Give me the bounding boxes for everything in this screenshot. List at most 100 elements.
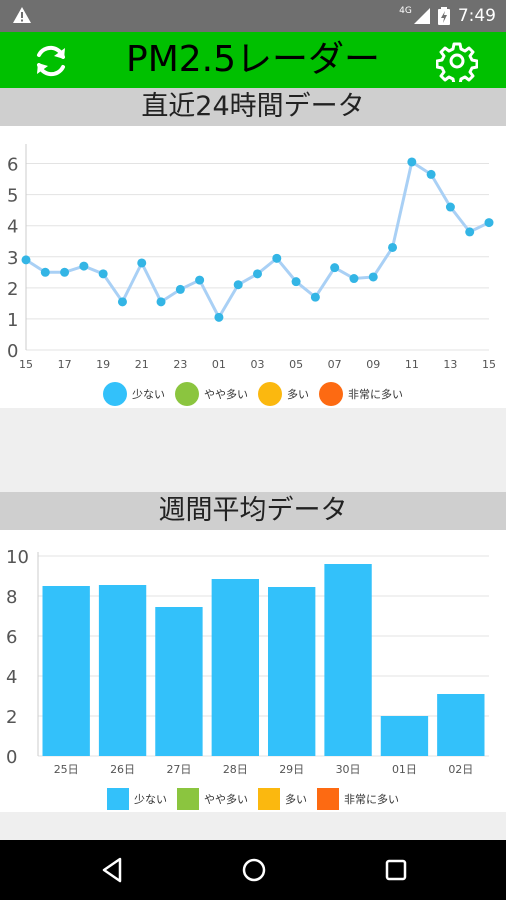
home-icon[interactable] <box>241 856 267 884</box>
weekly-bar-chart: 0 2 4 6 8 10 25日 26日 27日 28日 29日 30日 01日 02日 <box>6 547 489 776</box>
legend-swatch <box>175 382 199 406</box>
bar <box>155 607 203 756</box>
legend-item: 少ない <box>103 382 165 406</box>
legend-swatch <box>317 788 339 810</box>
back-icon[interactable] <box>100 856 124 884</box>
x-tick-label: 27日 <box>166 763 191 776</box>
y-tick-label: 0 <box>6 747 17 768</box>
bar <box>380 716 429 756</box>
data-point <box>310 292 320 302</box>
legend-label: 非常に多い <box>344 793 399 806</box>
bar <box>268 587 316 756</box>
legend-swatch <box>258 382 282 406</box>
x-tick-label: 15 <box>19 358 33 371</box>
x-tick-label: 21 <box>135 358 149 371</box>
warning-icon <box>13 7 31 23</box>
data-point <box>60 267 70 277</box>
battery-icon <box>437 7 450 25</box>
x-tick-label: 29日 <box>279 763 304 776</box>
x-tick-label: 28日 <box>223 763 248 776</box>
x-tick-label: 11 <box>405 358 419 371</box>
x-tick-label: 19 <box>96 358 110 371</box>
y-tick-label: 6 <box>6 627 17 648</box>
legend-item: 多い <box>258 382 309 406</box>
data-point <box>388 242 398 252</box>
x-tick-label: 26日 <box>110 763 135 776</box>
x-tick-label: 05 <box>289 358 303 371</box>
legend-swatch <box>177 788 199 810</box>
data-point <box>137 258 147 268</box>
y-tick-label: 0 <box>7 341 18 362</box>
bar <box>324 564 372 756</box>
gear-icon[interactable] <box>436 40 478 82</box>
bar <box>437 694 485 756</box>
legend-item: 多い <box>258 788 307 810</box>
x-tick-label: 02日 <box>448 763 473 776</box>
legend-label: 少ない <box>134 793 167 806</box>
data-point <box>117 297 127 307</box>
y-tick-label: 2 <box>6 707 17 728</box>
data-point <box>98 269 108 279</box>
bar <box>42 586 90 756</box>
y-tick-label: 4 <box>6 667 17 688</box>
data-point <box>214 312 224 322</box>
legend-label: 少ない <box>132 388 165 401</box>
data-point <box>40 267 50 277</box>
signal-icon <box>413 8 430 24</box>
x-tick-label: 17 <box>58 358 72 371</box>
x-tick-label: 03 <box>251 358 265 371</box>
data-point <box>484 218 494 228</box>
data-point <box>272 253 282 263</box>
legend-swatch <box>319 382 343 406</box>
data-point <box>195 275 205 285</box>
legend-label: やや多い <box>204 793 248 806</box>
x-tick-label: 23 <box>173 358 187 371</box>
x-tick-label: 01 <box>212 358 226 371</box>
legend-label: 多い <box>287 388 309 401</box>
clock: 7:49 <box>457 6 496 26</box>
recents-icon[interactable] <box>384 856 408 884</box>
bar <box>98 585 147 756</box>
hourly-section-header: 直近24時間データ <box>0 88 506 126</box>
x-tick-label: 07 <box>328 358 342 371</box>
y-tick-label: 8 <box>6 587 17 608</box>
refresh-icon[interactable] <box>30 40 72 82</box>
legend-item: 非常に多い <box>319 382 403 406</box>
legend-item: 少ない <box>107 788 167 810</box>
data-point <box>349 274 359 284</box>
data-point <box>175 284 185 294</box>
bar <box>211 579 259 756</box>
weekly-section-header: 週間平均データ <box>0 492 506 530</box>
x-tick-label: 09 <box>366 358 380 371</box>
y-tick-label: 4 <box>7 217 18 238</box>
x-tick-label: 25日 <box>54 763 79 776</box>
data-point <box>465 227 475 237</box>
network-type: 4G <box>399 6 412 16</box>
status-bar: 4G 7:49 <box>0 0 506 32</box>
x-tick-label: 01日 <box>392 763 417 776</box>
status-right: 4G 7:49 <box>399 0 496 32</box>
legend-item: 非常に多い <box>317 788 399 810</box>
navigation-bar <box>0 840 506 900</box>
x-tick-label: 15 <box>482 358 496 371</box>
data-point <box>253 269 262 279</box>
app-bar: PM2.5レーダー <box>0 32 506 88</box>
legend-label: 非常に多い <box>348 388 403 401</box>
data-point <box>21 255 31 265</box>
weekly-legend: 少ない やや多い 多い 非常に多い <box>0 788 506 810</box>
y-tick-label: 5 <box>7 186 18 207</box>
data-line <box>25 159 490 321</box>
data-point <box>445 202 455 212</box>
data-point <box>426 169 436 179</box>
legend-swatch <box>258 788 280 810</box>
data-point <box>291 277 301 287</box>
legend-swatch <box>107 788 129 810</box>
x-tick-label: 13 <box>443 358 457 371</box>
legend-label: やや多い <box>204 388 248 401</box>
data-point <box>330 263 340 273</box>
data-point <box>79 261 89 271</box>
data-point <box>156 297 166 307</box>
app-title: PM2.5レーダー <box>125 39 381 80</box>
hourly-legend: 少ない やや多い 多い 非常に多い <box>0 382 506 406</box>
